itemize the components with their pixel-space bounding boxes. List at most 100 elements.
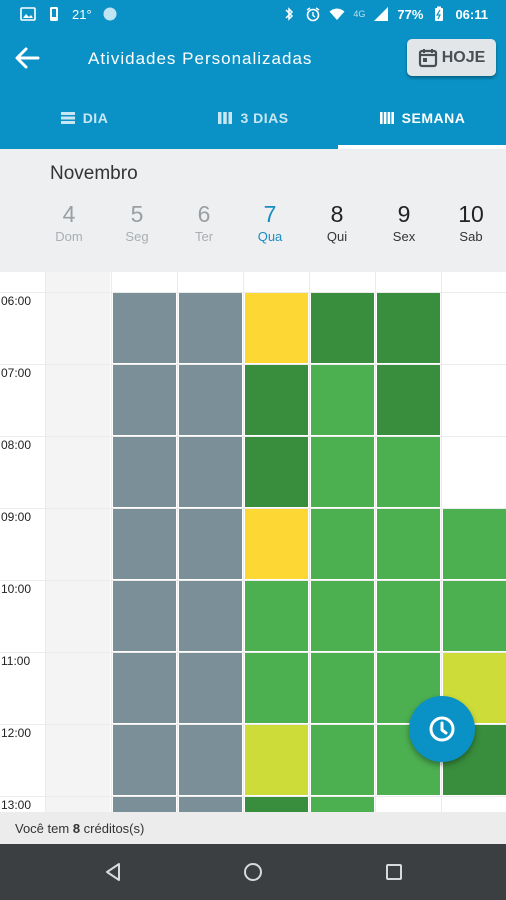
slot-qui-0900[interactable] <box>311 509 374 579</box>
back-nav-icon[interactable] <box>101 860 125 884</box>
recents-nav-icon[interactable] <box>382 860 406 884</box>
week-day-header: Novembro 4 Dom 5 Seg 6 Ter 7 Qua 8 Qui 9 Sex 10 Sab <box>0 149 506 272</box>
temperature-label: 21° <box>72 6 92 22</box>
slot-sex-0800[interactable] <box>377 437 440 507</box>
circle-icon <box>103 7 117 21</box>
slot-qui-1300[interactable] <box>311 797 374 812</box>
slot-qua-1300[interactable] <box>245 797 308 812</box>
slot-qua-1200[interactable] <box>245 725 308 795</box>
phone-icon <box>50 7 58 21</box>
slot-ter-1200[interactable] <box>179 725 242 795</box>
slot-qui-1200[interactable] <box>311 725 374 795</box>
columns-view-icon <box>218 112 233 124</box>
day-header-qui[interactable]: 8 Qui <box>304 201 370 244</box>
credits-count: 8 <box>72 821 81 836</box>
slot-seg-1300[interactable] <box>113 797 176 812</box>
hour-label: 06:00 <box>1 294 32 308</box>
clock-icon <box>429 716 455 742</box>
wifi-icon <box>329 8 345 20</box>
month-label: Novembro <box>50 163 138 184</box>
slot-qua-1100[interactable] <box>245 653 308 723</box>
day-header-sex[interactable]: 9 Sex <box>371 201 437 244</box>
slot-ter-0900[interactable] <box>179 509 242 579</box>
slot-sex-1000[interactable] <box>377 581 440 651</box>
day-gridline <box>177 272 178 812</box>
day-gridline <box>111 272 112 812</box>
slot-sab-1000[interactable] <box>443 581 506 651</box>
slot-ter-1300[interactable] <box>179 797 242 812</box>
today-button[interactable]: HOJE <box>407 39 496 76</box>
day-header-qua[interactable]: 7 Qua <box>237 201 303 244</box>
hour-label: 12:00 <box>1 726 32 740</box>
week-view-icon <box>379 112 394 124</box>
hour-label: 08:00 <box>1 438 32 452</box>
status-bar: 21° 4G 77% 06:11 <box>0 0 506 31</box>
tab-semana-label: SEMANA <box>401 110 466 126</box>
day-number: 7 <box>263 201 277 227</box>
day-gridline <box>45 272 46 812</box>
app-bar: Atividades Personalizadas HOJE <box>0 31 506 87</box>
slot-qua-0600[interactable] <box>245 293 308 363</box>
slot-seg-0700[interactable] <box>113 365 176 435</box>
tab-semana[interactable]: SEMANA <box>338 87 506 149</box>
credits-text: Você tem 8 créditos(s) <box>15 821 144 836</box>
slot-qui-1100[interactable] <box>311 653 374 723</box>
credits-bar: Você tem 8 créditos(s) <box>0 812 506 844</box>
day-gridline <box>309 272 310 812</box>
network-label: 4G <box>353 9 366 19</box>
day-header-sab[interactable]: 10 Sab <box>438 201 504 244</box>
hour-gridline <box>0 364 506 365</box>
weekday-label: Ter <box>194 229 214 244</box>
slot-qua-0900[interactable] <box>245 509 308 579</box>
page-title: Atividades Personalizadas <box>88 49 313 68</box>
slot-ter-1000[interactable] <box>179 581 242 651</box>
day-header-seg[interactable]: 5 Seg <box>104 201 170 244</box>
slot-sex-0900[interactable] <box>377 509 440 579</box>
tab-dia[interactable]: DIA <box>0 87 168 149</box>
alarm-icon <box>307 7 320 22</box>
slot-qui-0600[interactable] <box>311 293 374 363</box>
slot-seg-0900[interactable] <box>113 509 176 579</box>
hour-gridline <box>0 292 506 293</box>
hour-gridline <box>0 796 506 797</box>
hour-gridline <box>0 508 506 509</box>
slot-seg-0800[interactable] <box>113 437 176 507</box>
day-header-dom[interactable]: 4 Dom <box>36 201 102 244</box>
hour-gridline <box>0 724 506 725</box>
slot-seg-0600[interactable] <box>113 293 176 363</box>
image-icon <box>20 7 36 21</box>
tab-dia-label: DIA <box>82 110 109 126</box>
slot-qua-0800[interactable] <box>245 437 308 507</box>
home-nav-icon[interactable] <box>241 860 265 884</box>
slot-ter-0700[interactable] <box>179 365 242 435</box>
weekday-label: Qui <box>326 229 348 244</box>
hour-label: 07:00 <box>1 366 32 380</box>
day-gridline <box>441 272 442 812</box>
day-header-ter[interactable]: 6 Ter <box>171 201 237 244</box>
slot-qui-1000[interactable] <box>311 581 374 651</box>
slot-sex-0600[interactable] <box>377 293 440 363</box>
back-arrow-icon[interactable] <box>12 43 42 73</box>
tab-3-dias-label: 3 DIAS <box>240 110 289 126</box>
slot-qua-1000[interactable] <box>245 581 308 651</box>
schedule-fab-button[interactable] <box>409 696 475 762</box>
slot-seg-1200[interactable] <box>113 725 176 795</box>
slot-ter-0600[interactable] <box>179 293 242 363</box>
slot-seg-1000[interactable] <box>113 581 176 651</box>
list-view-icon <box>60 112 75 124</box>
day-gridline <box>375 272 376 812</box>
slot-qua-0700[interactable] <box>245 365 308 435</box>
view-tabs: DIA 3 DIAS SEMANA <box>0 87 506 149</box>
hour-label: 10:00 <box>1 582 32 596</box>
day-column-dom <box>45 272 110 812</box>
tab-3-dias[interactable]: 3 DIAS <box>168 87 338 149</box>
slot-sab-0900[interactable] <box>443 509 506 579</box>
slot-ter-0800[interactable] <box>179 437 242 507</box>
slot-sex-0700[interactable] <box>377 365 440 435</box>
slot-qui-0700[interactable] <box>311 365 374 435</box>
hour-label: 13:00 <box>1 798 32 812</box>
slot-qui-0800[interactable] <box>311 437 374 507</box>
slot-ter-1100[interactable] <box>179 653 242 723</box>
slot-seg-1100[interactable] <box>113 653 176 723</box>
